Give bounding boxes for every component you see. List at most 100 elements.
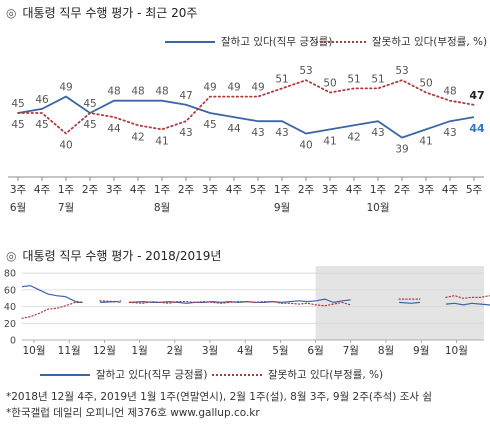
top-data-label-disapprove: 49 [203,82,216,94]
bottom-x-month-label: 7월 [343,345,359,357]
bottom-x-month-label: 9월 [413,345,429,357]
top-x-week-label: 3주 [106,184,123,196]
top-x-week-label: 5주 [250,184,267,196]
top-data-label-disapprove: 50 [323,78,336,90]
footnote-source: *한국갤럽 데일리 오피니언 제376호 www.gallup.co.kr [6,407,260,419]
bottom-series-approve [445,302,490,306]
top-data-label-disapprove: 43 [179,127,192,139]
bottom-chart-title: ◎ 대통령 직무 수행 평가 - 2018/2019년 [6,247,221,264]
top-x-week-label: 2주 [394,184,411,196]
bottom-legend-approve: 잘하고 있다(직무 긍정률) [40,367,207,382]
top-data-label-disapprove: 40 [59,140,72,152]
top-data-label-disapprove: 47 [469,89,484,102]
top-data-label-approve: 41 [323,135,336,147]
bottom-series-disapprove [445,295,490,299]
top-data-label-disapprove: 51 [347,73,360,85]
top-data-label-approve: 44 [469,122,485,135]
bottom-y-tick-label: 20 [4,319,16,330]
bottom-chart-title-text: 대통령 직무 수행 평가 - 2018/2019년 [22,249,222,263]
bottom-series-disapprove [128,300,352,307]
bottom-x-month-label: 10월 [22,345,45,357]
top-data-label-approve: 48 [107,86,120,98]
top-x-week-label: 5주 [466,184,483,196]
top-data-label-disapprove: 48 [443,86,456,98]
bottom-x-month-label: 1월 [131,345,147,357]
top-x-week-label: 4주 [34,184,51,196]
top-x-month-label: 9월 [274,202,290,214]
legend-dotted-swatch [212,374,262,376]
top-x-week-label: 3주 [10,184,27,196]
top-data-label-disapprove: 51 [371,73,384,85]
top-data-label-approve: 46 [35,94,49,106]
top-data-label-approve: 49 [59,82,72,94]
top-data-label-disapprove: 45 [35,119,48,131]
top-x-month-label: 6월 [10,202,26,214]
top-x-week-label: 1주 [370,184,387,196]
legend-solid-swatch [165,41,215,43]
top-data-label-approve: 40 [299,140,312,152]
top-data-label-approve: 43 [371,127,384,139]
top-x-week-label: 1주 [154,184,171,196]
bottom-y-tick-label: 40 [4,302,16,313]
top-x-month-label: 10월 [366,202,389,214]
legend-solid-swatch [40,374,90,376]
top-data-label-approve: 48 [131,86,144,98]
bottom-x-month-label: 12월 [93,345,116,357]
bottom-x-month-label: 5월 [272,345,288,357]
top-series-approve [17,95,475,139]
bottom-y-tick-label: 0 [10,336,16,347]
footnote-survey-skips: *2018년 12월 4주, 2019년 1월 1주(연말연시), 2월 1주(… [6,391,433,403]
top-data-label-disapprove: 49 [251,82,264,94]
top-data-label-disapprove: 49 [227,82,240,94]
bottom-x-month-label: 11월 [58,345,81,357]
top-data-label-disapprove: 53 [395,65,408,77]
top-x-week-label: 2주 [82,184,99,196]
top-data-label-disapprove: 53 [299,65,312,77]
top-legend-disapprove: 잘못하고 있다(부정률, %) [316,34,487,49]
top-legend-approve: 잘하고 있다(직무 긍정률) [165,34,332,49]
bottom-series-approve [21,285,83,303]
bottom-x-month-label: 2월 [167,345,183,357]
top-data-label-approve: 39 [395,144,408,156]
top-x-week-label: 1주 [58,184,75,196]
top-data-label-disapprove: 41 [155,135,168,147]
legend-disapprove-label: 잘못하고 있다(부정률, %) [268,369,384,381]
legend-approve-label: 잘하고 있다(직무 긍정률) [96,369,208,381]
top-x-week-label: 3주 [322,184,339,196]
top-x-week-label: 4주 [226,184,243,196]
top-x-week-label: 2주 [178,184,195,196]
bottom-series-disapprove [99,300,122,303]
bottom-y-tick-label: 60 [4,285,16,296]
top-data-label-disapprove: 51 [275,73,288,85]
bottom-y-tick-label: 80 [4,269,16,280]
top-x-month-label: 7월 [58,202,74,214]
bottom-x-month-label: 10월 [445,345,468,357]
bottom-x-month-label: 3월 [202,345,218,357]
top-data-label-approve: 45 [11,98,24,110]
top-data-label-disapprove: 42 [131,131,144,143]
top-data-label-approve: 45 [203,119,216,131]
top-data-label-approve: 43 [251,127,264,139]
legend-dotted-swatch [316,41,366,43]
title-mark: ◎ [6,249,17,263]
bottom-x-month-label: 6월 [307,345,323,357]
top-x-week-label: 4주 [130,184,147,196]
top-data-label-approve: 41 [419,135,432,147]
top-data-label-approve: 44 [227,123,241,135]
top-data-label-disapprove: 44 [107,123,121,135]
title-mark: ◎ [6,6,17,20]
top-x-week-label: 4주 [346,184,363,196]
bottom-series-approve [399,301,420,304]
top-x-week-label: 3주 [202,184,219,196]
top-data-label-disapprove: 45 [11,119,24,131]
bottom-series-disapprove [21,300,84,319]
top-x-week-label: 4주 [442,184,459,196]
bottom-legend-disapprove: 잘못하고 있다(부정률, %) [212,367,383,382]
top-data-label-approve: 42 [347,131,360,143]
top-data-label-approve: 47 [179,90,192,102]
top-data-label-approve: 43 [443,127,456,139]
top-x-week-label: 2주 [298,184,315,196]
top-series-disapprove [17,79,475,135]
legend-approve-label: 잘하고 있다(직무 긍정률) [221,36,333,48]
